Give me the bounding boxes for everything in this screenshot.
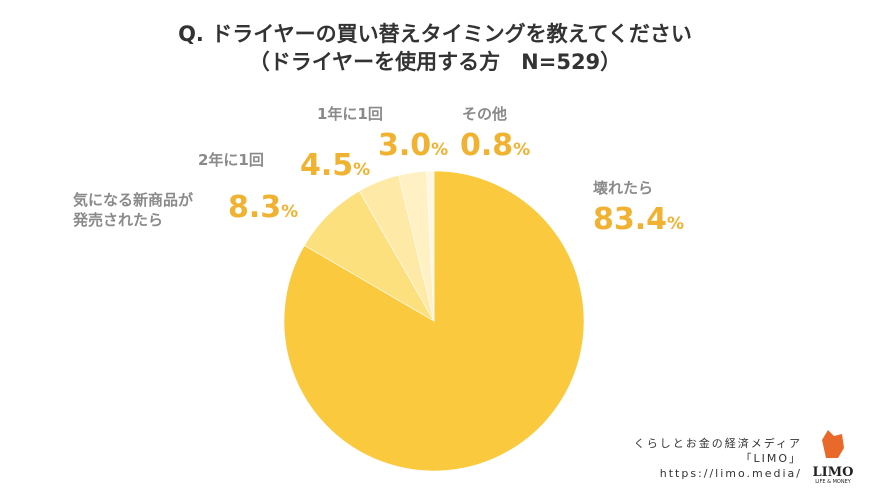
- label-2years: 2年に1回: [198, 151, 264, 169]
- credit: くらしとお金の経済メディア 「LIMO」 https://limo.media/: [634, 436, 802, 481]
- credit-line1: くらしとお金の経済メディア: [633, 437, 802, 450]
- fox-icon: [822, 430, 844, 458]
- chart-subtitle: （ドライヤーを使用する方 N=529）: [248, 50, 622, 74]
- label-1year: 1年に1回: [317, 105, 383, 123]
- label-new-product: 気になる新商品が 発売されたら: [73, 191, 194, 229]
- credit-url: https://limo.media/: [659, 467, 802, 480]
- label-other: その他: [462, 105, 508, 123]
- value-1year: 3.0%: [378, 128, 449, 163]
- value-2years: 4.5%: [300, 148, 371, 183]
- chart-title: Q. ドライヤーの買い替えタイミングを教えてください: [178, 22, 692, 46]
- limo-logo: LIMO LIFE & MONEY: [812, 428, 854, 485]
- value-other: 0.8%: [460, 128, 531, 163]
- label-broken: 壊れたら: [593, 179, 654, 197]
- value-broken: 83.4%: [593, 202, 685, 237]
- value-new-product: 8.3%: [228, 190, 299, 225]
- pie-slice-4: [426, 170, 435, 322]
- credit-line2: 「LIMO」: [740, 452, 802, 465]
